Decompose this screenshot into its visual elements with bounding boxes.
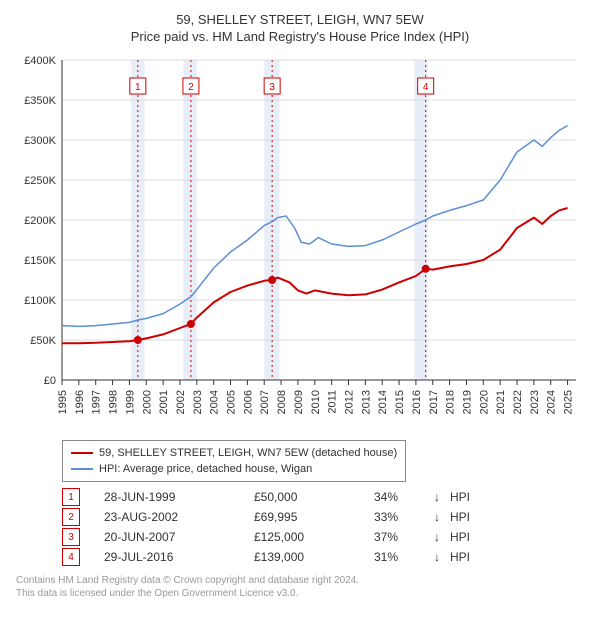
- svg-text:2011: 2011: [327, 390, 339, 414]
- svg-text:2002: 2002: [175, 390, 187, 414]
- svg-text:1997: 1997: [91, 390, 103, 414]
- svg-text:2018: 2018: [445, 390, 457, 414]
- svg-text:2014: 2014: [377, 390, 389, 414]
- sale-price: £69,995: [254, 510, 374, 524]
- svg-text:2009: 2009: [293, 390, 305, 414]
- sales-row: 4 29-JUL-2016£139,00031%↓HPI: [62, 548, 584, 566]
- svg-text:2: 2: [188, 82, 194, 93]
- svg-text:2021: 2021: [495, 390, 507, 414]
- svg-text:2024: 2024: [546, 390, 558, 414]
- svg-text:£0: £0: [44, 375, 56, 387]
- svg-text:1995: 1995: [57, 390, 69, 414]
- chart-container: 59, SHELLEY STREET, LEIGH, WN7 5EW Price…: [0, 0, 600, 610]
- svg-text:2025: 2025: [563, 390, 575, 414]
- svg-text:2010: 2010: [310, 390, 322, 414]
- svg-text:2000: 2000: [141, 390, 153, 414]
- svg-text:2008: 2008: [276, 390, 288, 414]
- down-arrow-icon: ↓: [434, 510, 450, 524]
- sales-table: 128-JUN-1999£50,00034%↓HPI223-AUG-2002£6…: [62, 488, 584, 566]
- sale-hpi-label: HPI: [450, 530, 470, 544]
- footer-line1: Contains HM Land Registry data © Crown c…: [16, 574, 584, 587]
- footer-line2: This data is licensed under the Open Gov…: [16, 587, 584, 600]
- sale-date: 23-AUG-2002: [104, 510, 254, 524]
- chart-subtitle: Price paid vs. HM Land Registry's House …: [16, 29, 584, 44]
- svg-text:2017: 2017: [428, 390, 440, 414]
- chart-title: 59, SHELLEY STREET, LEIGH, WN7 5EW: [16, 12, 584, 27]
- sale-date: 20-JUN-2007: [104, 530, 254, 544]
- svg-text:1998: 1998: [108, 390, 120, 414]
- sale-price: £50,000: [254, 490, 374, 504]
- svg-text:2015: 2015: [394, 390, 406, 414]
- sale-date: 28-JUN-1999: [104, 490, 254, 504]
- sales-row: 2 23-AUG-2002£69,99533%↓HPI: [62, 508, 584, 526]
- sale-pct: 33%: [374, 510, 434, 524]
- chart-plot: £0 £50K £100K £150K £200K £250K £300K £350K £400…: [16, 52, 584, 432]
- legend-item: 59, SHELLEY STREET, LEIGH, WN7 5EW (deta…: [71, 445, 397, 461]
- svg-text:£200K: £200K: [24, 215, 56, 227]
- svg-text:2019: 2019: [461, 390, 473, 414]
- sales-row: 3 20-JUN-2007£125,00037%↓HPI: [62, 528, 584, 546]
- sale-badge: 4: [62, 548, 80, 566]
- footer-attribution: Contains HM Land Registry data © Crown c…: [16, 574, 584, 600]
- svg-text:2012: 2012: [343, 390, 355, 414]
- svg-text:2006: 2006: [242, 390, 254, 414]
- legend-swatch: [71, 468, 93, 470]
- legend: 59, SHELLEY STREET, LEIGH, WN7 5EW (deta…: [62, 440, 406, 482]
- svg-text:£100K: £100K: [24, 295, 56, 307]
- svg-text:2022: 2022: [512, 390, 524, 414]
- svg-text:3: 3: [269, 82, 275, 93]
- down-arrow-icon: ↓: [434, 550, 450, 564]
- svg-text:2013: 2013: [360, 390, 372, 414]
- svg-text:1: 1: [135, 82, 141, 93]
- svg-text:2004: 2004: [209, 390, 221, 414]
- svg-text:4: 4: [423, 82, 429, 93]
- svg-text:2007: 2007: [259, 390, 271, 414]
- sale-badge: 2: [62, 508, 80, 526]
- svg-text:2020: 2020: [478, 390, 490, 414]
- down-arrow-icon: ↓: [434, 530, 450, 544]
- sale-hpi-label: HPI: [450, 490, 470, 504]
- legend-item: HPI: Average price, detached house, Wiga…: [71, 461, 397, 477]
- sale-badge: 1: [62, 488, 80, 506]
- svg-text:2003: 2003: [192, 390, 204, 414]
- svg-text:2001: 2001: [158, 390, 170, 414]
- svg-text:2005: 2005: [226, 390, 238, 414]
- sale-pct: 31%: [374, 550, 434, 564]
- sale-badge: 3: [62, 528, 80, 546]
- sale-hpi-label: HPI: [450, 550, 470, 564]
- sales-row: 1 28-JUN-1999£50,00034%↓HPI: [62, 488, 584, 506]
- sale-price: £125,000: [254, 530, 374, 544]
- sale-pct: 34%: [374, 490, 434, 504]
- svg-text:1996: 1996: [74, 390, 86, 414]
- svg-text:£400K: £400K: [24, 55, 56, 67]
- legend-label: HPI: Average price, detached house, Wiga…: [99, 461, 312, 477]
- svg-text:2023: 2023: [529, 390, 541, 414]
- legend-swatch: [71, 452, 93, 454]
- sale-date: 29-JUL-2016: [104, 550, 254, 564]
- svg-text:£250K: £250K: [24, 175, 56, 187]
- down-arrow-icon: ↓: [434, 490, 450, 504]
- sale-hpi-label: HPI: [450, 510, 470, 524]
- svg-text:£350K: £350K: [24, 95, 56, 107]
- svg-text:£50K: £50K: [30, 335, 56, 347]
- svg-text:1999: 1999: [124, 390, 136, 414]
- chart-svg: £0 £50K £100K £150K £200K £250K £300K £350K £400…: [16, 52, 584, 432]
- sale-pct: 37%: [374, 530, 434, 544]
- svg-text:2016: 2016: [411, 390, 423, 414]
- svg-text:£300K: £300K: [24, 135, 56, 147]
- legend-label: 59, SHELLEY STREET, LEIGH, WN7 5EW (deta…: [99, 445, 397, 461]
- svg-text:£150K: £150K: [24, 255, 56, 267]
- sale-price: £139,000: [254, 550, 374, 564]
